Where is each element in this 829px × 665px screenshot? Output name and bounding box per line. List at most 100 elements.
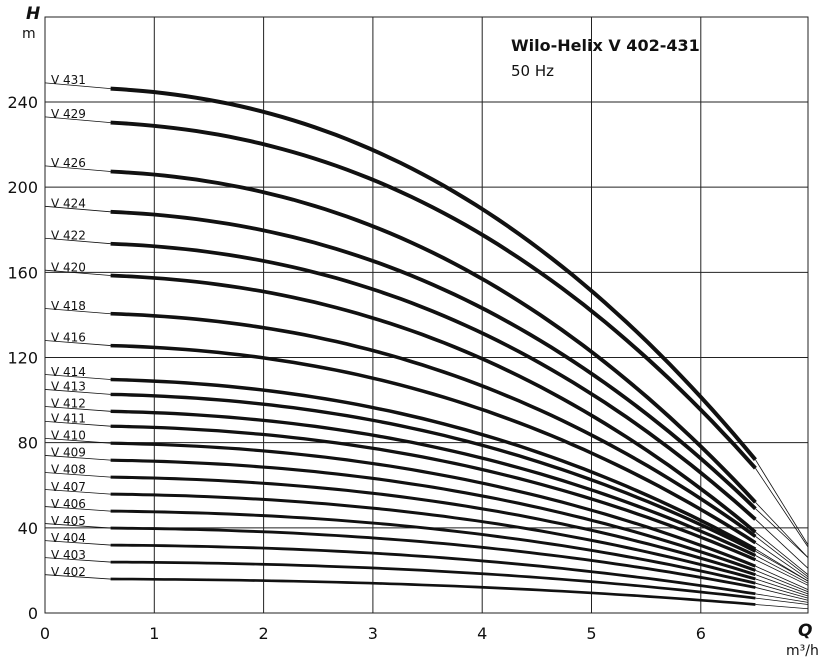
curve-lead-in	[44, 540, 111, 546]
curve-extensions	[44, 82, 809, 610]
curve-label: V 413	[51, 380, 86, 394]
curve-lead-in	[44, 406, 111, 412]
curve-extension	[755, 508, 809, 558]
x-tick-label: 5	[586, 624, 596, 643]
curve-label: V 407	[51, 480, 86, 494]
y-axis-unit: m	[22, 26, 36, 42]
curve-v-413	[110, 392, 757, 553]
curve-lead-in	[44, 438, 111, 444]
curve-label: V 431	[51, 73, 86, 87]
x-axis-symbol: Q	[798, 621, 812, 641]
curve-v-429	[110, 120, 757, 470]
curve-extension	[755, 597, 809, 605]
y-tick-label: 80	[18, 434, 38, 453]
curve-label: V 411	[51, 412, 86, 426]
curve-lead-in	[44, 205, 111, 213]
curve-extension	[755, 459, 809, 546]
curve-extension	[755, 565, 809, 590]
curve-extension	[755, 582, 809, 599]
curve-extension	[755, 519, 809, 569]
curve-v-426	[110, 169, 757, 504]
curve-label: V 412	[51, 397, 86, 411]
curve-label: V 429	[51, 107, 86, 121]
curve-extension	[755, 559, 809, 586]
curve-extension	[755, 467, 809, 548]
curve-lead-in	[44, 420, 111, 427]
curve-label: V 402	[51, 565, 86, 579]
curve-label: V 420	[51, 260, 86, 274]
curve-extension	[755, 578, 809, 597]
curve-lead-in	[44, 472, 111, 478]
curve-v-418	[110, 311, 757, 538]
x-tick-label: 6	[696, 624, 706, 643]
curve-label: V 424	[51, 197, 86, 211]
curve-lead-in	[44, 308, 111, 315]
curve-v-414	[110, 377, 757, 551]
grid	[44, 16, 809, 614]
curve-lead-in	[44, 574, 111, 580]
curve-label: V 422	[51, 229, 86, 243]
chart-subtitle: 50 Hz	[511, 62, 554, 80]
x-tick-label: 2	[259, 624, 269, 643]
curve-v-412	[110, 409, 757, 558]
x-axis-unit: m³/h	[786, 643, 819, 659]
curve-label: V 409	[51, 446, 86, 460]
curve-extension	[755, 536, 809, 578]
x-tick-label: 1	[149, 624, 159, 643]
curve-v-416	[110, 343, 757, 545]
curve-lead-in	[44, 269, 111, 276]
curve-v-408	[110, 475, 756, 577]
curve-v-420	[110, 273, 757, 534]
curve-v-411	[110, 424, 757, 562]
curve-extension	[755, 574, 809, 595]
curve-label: V 416	[51, 331, 86, 345]
y-axis-symbol: H	[26, 4, 40, 24]
curve-label: V 405	[51, 514, 86, 528]
tick-labels: 0 1 2 3 4 5 6 0 40 80 120 160 200 240	[7, 93, 705, 643]
curve-v-404	[110, 543, 756, 596]
curve-label: V 404	[51, 531, 86, 545]
curve-label: V 403	[51, 548, 86, 562]
curve-lead-in	[44, 489, 111, 495]
x-tick-label: 0	[40, 624, 50, 643]
curve-lead-in	[44, 523, 111, 529]
curve-v-407	[110, 492, 756, 581]
curve-lead-in	[44, 82, 111, 90]
y-tick-label: 0	[28, 604, 38, 623]
curve-extension	[755, 593, 809, 603]
curve-label: V 414	[51, 365, 86, 379]
curve-v-422	[110, 241, 757, 521]
curve-extension	[755, 570, 809, 593]
curve-extension	[755, 550, 809, 582]
y-tick-label: 200	[7, 178, 38, 197]
curve-label: V 418	[51, 299, 86, 313]
curve-lead-in	[44, 116, 111, 124]
curve-v-403	[110, 560, 756, 600]
chart-title: Wilo-Helix V 402-431	[511, 36, 700, 55]
curve-v-424	[110, 209, 757, 511]
curve-lead-in	[44, 557, 111, 563]
curve-lead-in	[44, 237, 111, 245]
curve-extension	[755, 542, 809, 580]
y-tick-label: 240	[7, 93, 38, 112]
x-tick-label: 3	[368, 624, 378, 643]
curve-extension	[755, 531, 809, 575]
curve-lead-in	[44, 165, 111, 172]
y-tick-label: 120	[7, 349, 38, 368]
curve-label: V 426	[51, 156, 86, 170]
curve-lead-in	[44, 455, 111, 461]
plot-frame	[44, 16, 809, 614]
curve-v-409	[110, 458, 756, 572]
curve-v-406	[110, 509, 756, 585]
curve-v-431	[110, 86, 757, 461]
curve-label: V 406	[51, 497, 86, 511]
curve-extension	[755, 502, 809, 558]
curve-lead-in	[44, 389, 111, 395]
curve-extension	[755, 604, 809, 610]
curve-lead-in	[44, 506, 111, 512]
curve-label: V 410	[51, 429, 86, 443]
curve-extension	[755, 555, 809, 584]
curve-extension	[755, 587, 809, 601]
curves	[110, 86, 757, 606]
